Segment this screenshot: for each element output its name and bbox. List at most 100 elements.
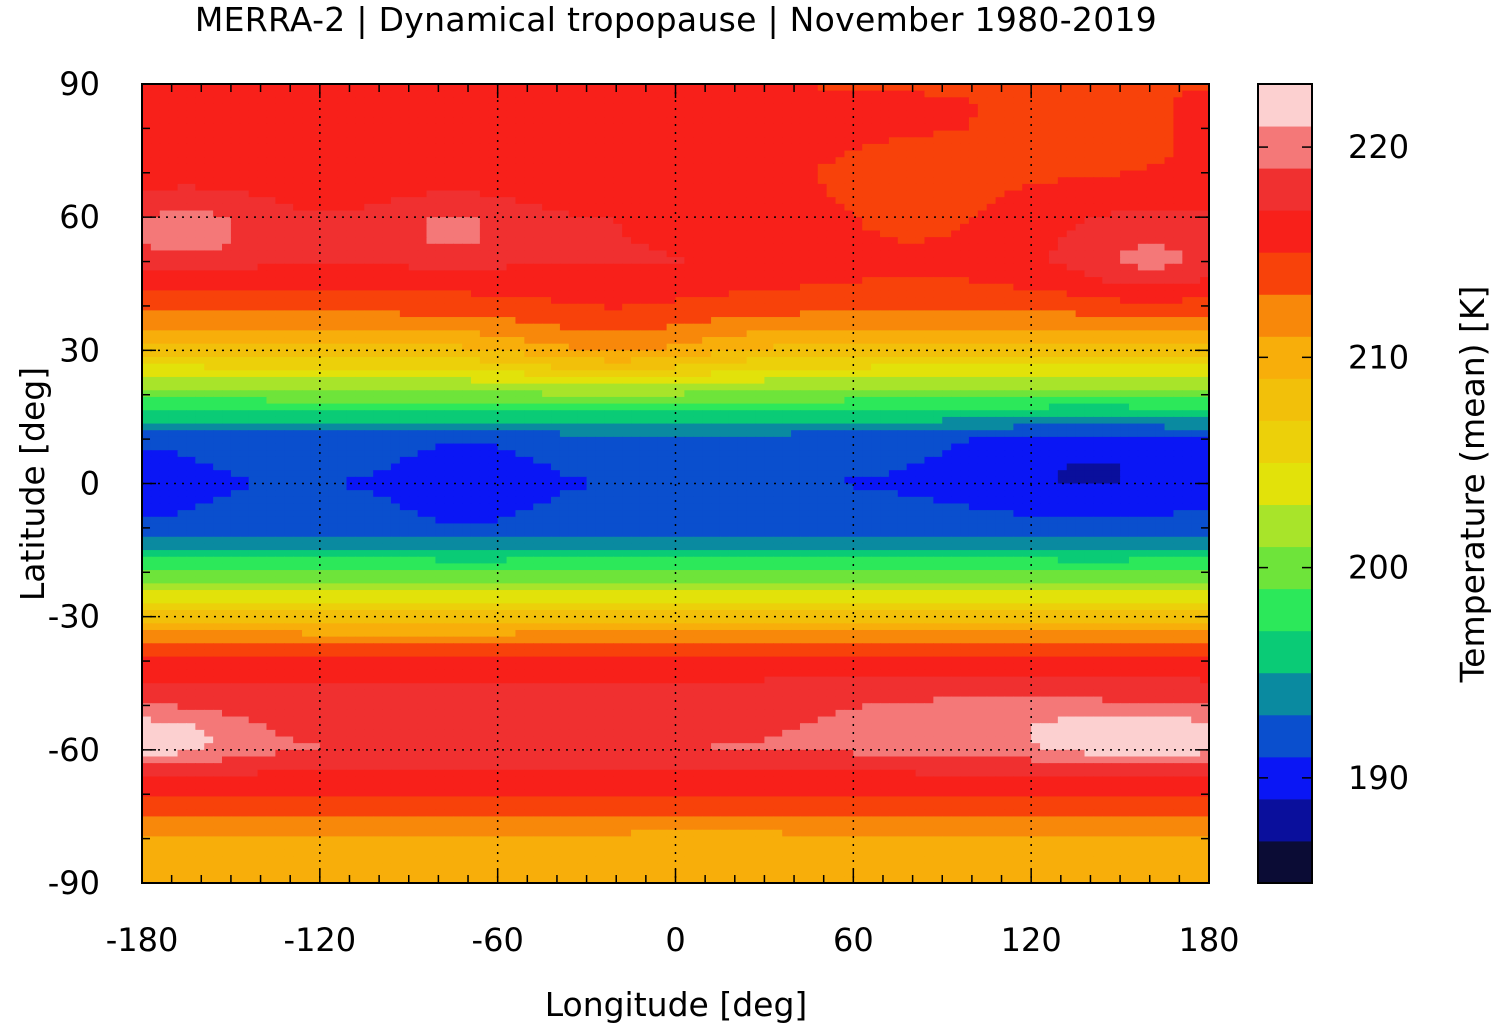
field-cell xyxy=(844,103,854,112)
field-cell xyxy=(622,84,632,92)
field-cell xyxy=(862,130,872,138)
field-cell xyxy=(1013,337,1023,345)
field-cell xyxy=(222,270,232,278)
field-cell xyxy=(622,117,632,125)
field-cell xyxy=(631,290,641,298)
field-cell xyxy=(782,343,792,351)
field-cell xyxy=(951,97,961,105)
field-cell xyxy=(1128,350,1139,358)
field-cell xyxy=(1040,150,1050,158)
field-cell xyxy=(515,230,525,238)
field-cell xyxy=(968,137,979,145)
field-cell xyxy=(613,350,623,358)
field-cell xyxy=(719,237,730,245)
field-cell xyxy=(817,290,828,298)
field-cell xyxy=(808,356,819,365)
field-cell xyxy=(310,103,321,112)
field-cell xyxy=(559,243,570,252)
field-cell xyxy=(1013,297,1023,305)
field-cell xyxy=(328,84,339,92)
field-cell xyxy=(382,163,392,172)
field-cell xyxy=(417,323,428,331)
field-cell xyxy=(960,84,970,92)
field-cell xyxy=(302,277,312,285)
field-cell xyxy=(302,343,312,351)
field-cell xyxy=(826,197,837,205)
field-cell xyxy=(168,263,179,272)
field-cell xyxy=(1031,210,1041,218)
field-cell xyxy=(142,223,152,232)
field-cell xyxy=(657,197,668,205)
field-cell xyxy=(577,343,588,351)
field-cell xyxy=(222,210,232,218)
field-cell xyxy=(1137,337,1148,345)
field-cell xyxy=(746,123,757,132)
field-cell xyxy=(613,310,623,318)
field-cell xyxy=(746,330,757,338)
field-cell xyxy=(568,217,579,225)
field-cell xyxy=(719,317,730,325)
field-cell xyxy=(799,197,810,205)
field-cell xyxy=(595,263,605,272)
field-cell xyxy=(186,230,196,238)
field-cell xyxy=(479,177,490,185)
field-cell xyxy=(862,217,872,225)
field-cell xyxy=(684,270,694,278)
field-cell xyxy=(284,157,294,165)
field-cell xyxy=(470,337,481,345)
field-cell xyxy=(977,217,988,225)
field-cell xyxy=(230,323,241,331)
field-cell xyxy=(382,290,392,298)
field-cell xyxy=(382,177,392,185)
field-cell xyxy=(248,183,259,192)
field-cell xyxy=(1200,257,1209,265)
field-cell xyxy=(1093,310,1103,318)
field-cell xyxy=(479,123,490,132)
field-cell xyxy=(346,137,356,145)
field-cell xyxy=(1048,157,1059,165)
field-cell xyxy=(808,103,819,112)
field-cell xyxy=(1022,350,1032,358)
field-cell xyxy=(942,150,952,158)
field-cell xyxy=(817,250,828,258)
field-cell xyxy=(1022,150,1032,158)
field-cell xyxy=(364,97,374,105)
field-cell xyxy=(951,310,961,318)
field-cell xyxy=(319,197,330,205)
field-cell xyxy=(1137,297,1148,305)
field-cell xyxy=(888,270,899,278)
field-cell xyxy=(1066,103,1077,112)
field-cell xyxy=(373,303,383,311)
field-cell xyxy=(1120,297,1130,305)
field-cell xyxy=(150,150,161,158)
field-cell xyxy=(266,323,276,331)
field-cell xyxy=(239,137,250,145)
field-cell xyxy=(666,203,677,212)
field-cell xyxy=(880,277,890,285)
field-cell xyxy=(915,283,926,292)
field-cell xyxy=(791,243,801,252)
field-cell xyxy=(266,84,276,92)
field-cell xyxy=(542,283,552,292)
field-cell xyxy=(142,290,152,298)
field-cell xyxy=(1128,237,1139,245)
field-cell xyxy=(142,270,152,278)
field-cell xyxy=(497,317,508,325)
field-cell xyxy=(728,290,739,298)
field-cell xyxy=(968,343,979,351)
field-cell xyxy=(791,277,801,285)
field-cell xyxy=(257,243,268,252)
field-cell xyxy=(835,237,846,245)
field-cell xyxy=(782,270,792,278)
field-cell xyxy=(1137,150,1148,158)
field-cell xyxy=(213,250,223,258)
field-cell xyxy=(586,197,597,205)
field-cell xyxy=(577,270,588,278)
field-cell xyxy=(177,223,188,232)
field-cell xyxy=(648,177,659,185)
field-cell xyxy=(1066,337,1077,345)
field-cell xyxy=(453,317,463,325)
field-cell xyxy=(488,163,499,172)
field-cell xyxy=(1031,143,1041,152)
field-cell xyxy=(1146,117,1157,125)
